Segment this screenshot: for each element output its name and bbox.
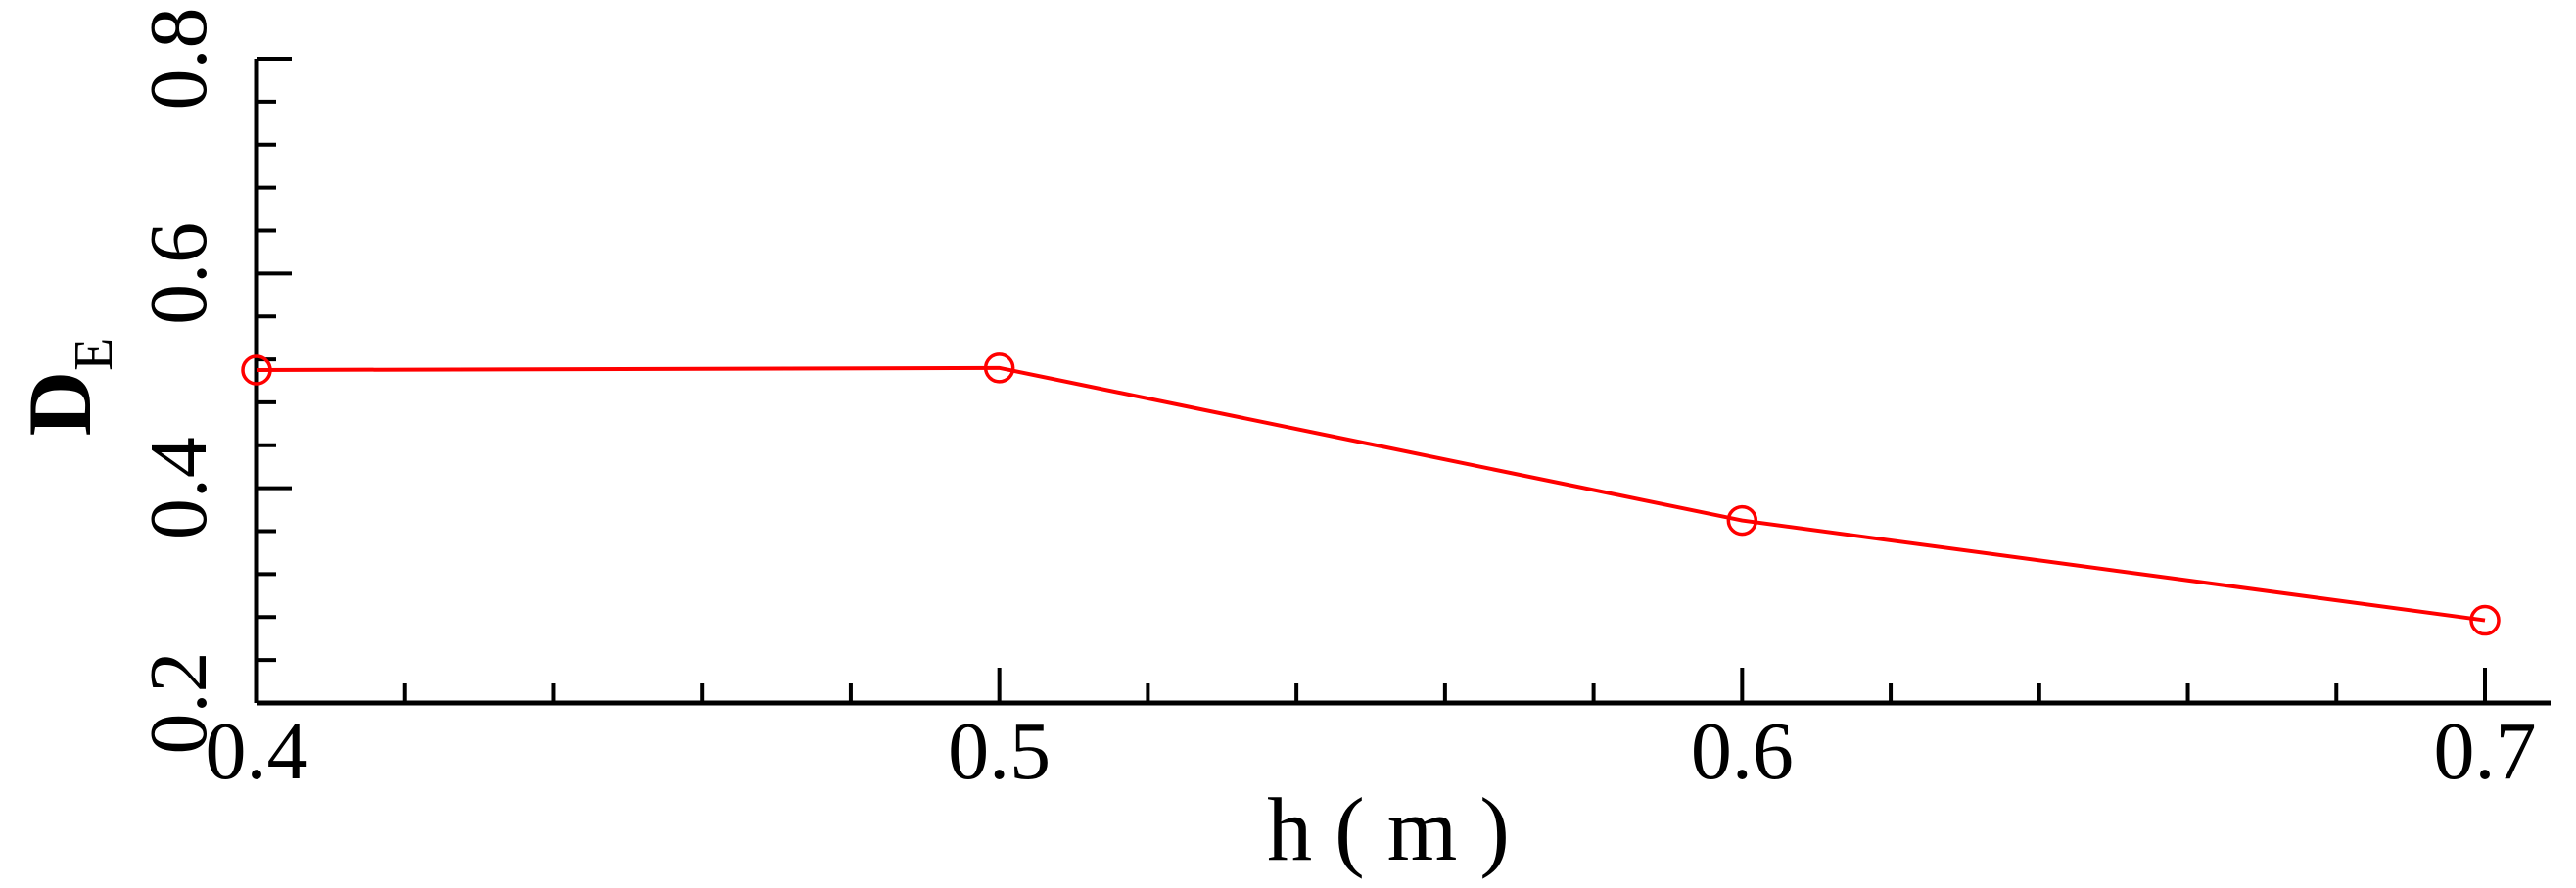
series-layer [241,352,2501,636]
y-ticks: 0.2 0.4 0.6 0.8 [133,8,292,755]
x-tick-label: 0.4 [206,706,308,797]
y-tick-label: 0.8 [133,8,224,111]
data-point-marker [2469,604,2501,636]
y-tick-label: 0.6 [133,222,224,325]
y-tick-label: 0.4 [133,437,224,539]
data-point-marker [1726,504,1758,537]
y-axis-label-subscript: E [64,338,124,371]
data-point-marker [983,352,1015,384]
x-tick-label: 0.6 [1691,706,1794,797]
svg-text:DE: DE [10,338,124,437]
x-tick-label: 0.7 [2434,706,2537,797]
series-line [256,365,2486,623]
y-axis-label-main: D [10,371,110,436]
y-axis-label: DE [10,338,124,437]
x-ticks: 0.4 0.5 0.6 0.7 [206,668,2537,797]
x-tick-label: 0.5 [948,706,1051,797]
data-point-marker [241,354,272,386]
y-tick-label: 0.2 [133,652,224,755]
x-axis-label: h ( m ) [1267,779,1510,879]
plot-axes [254,59,2551,706]
